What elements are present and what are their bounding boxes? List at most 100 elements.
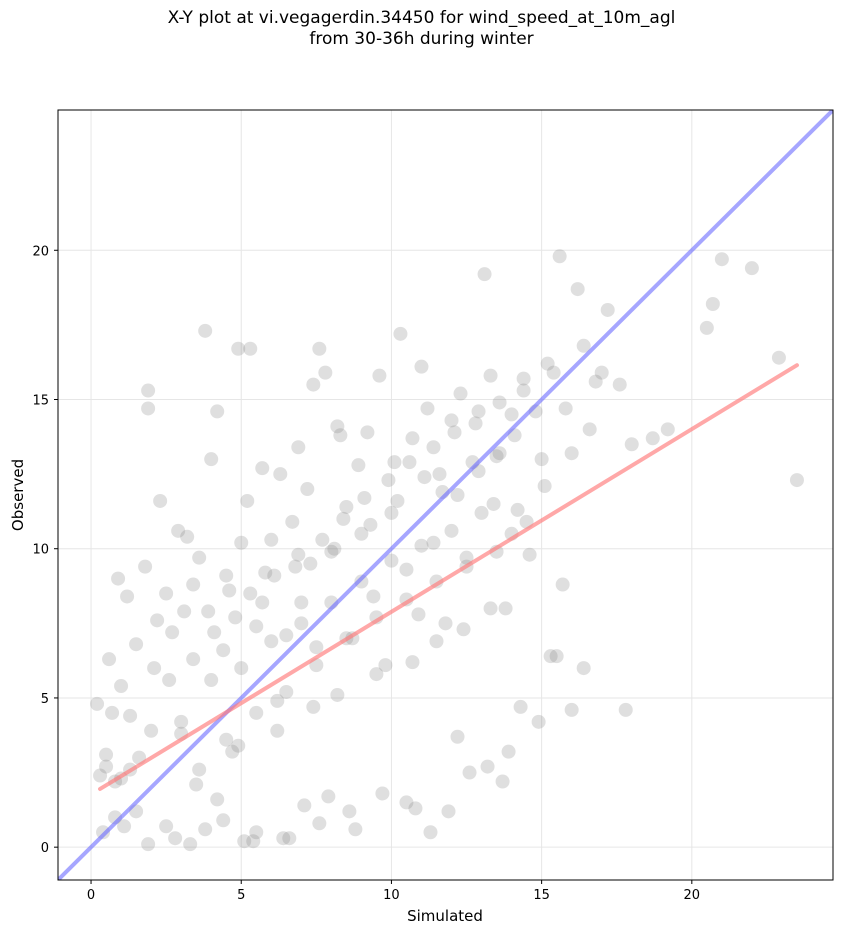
data-point [207,625,222,640]
data-point [378,658,393,673]
data-point [312,816,327,831]
data-point [279,628,294,643]
data-point [351,458,366,473]
data-point [189,777,204,792]
data-point [165,625,180,640]
x-tick-label: 0 [87,888,95,903]
data-point [471,404,486,419]
regression-fit-line [98,363,799,791]
data-point [324,544,339,559]
data-point [216,643,231,658]
data-point [231,738,246,753]
data-point [354,574,369,589]
data-point [216,813,231,828]
data-point [210,792,225,807]
data-point [240,493,255,508]
y-axis-label: Observed [9,459,27,531]
data-point [273,467,288,482]
data-point [504,407,519,422]
data-point [516,371,531,386]
data-point [300,482,315,497]
data-point [360,425,375,440]
data-point [447,425,462,440]
data-point [489,449,504,464]
data-point [339,499,354,514]
data-point [705,296,720,311]
data-point [303,556,318,571]
data-point [453,386,468,401]
chart-title-line-1: X-Y plot at vi.vegagerdin.34450 for wind… [167,8,676,28]
data-point [111,571,126,586]
data-point [432,467,447,482]
data-point [291,440,306,455]
identity-line [58,110,833,880]
data-point [228,610,243,625]
data-point [318,365,333,380]
data-point [600,302,615,317]
data-point [90,696,105,711]
data-point [495,774,510,789]
data-point [198,822,213,837]
data-point [537,479,552,494]
data-point [699,320,714,335]
data-point [159,819,174,834]
data-point [483,368,498,383]
data-point [204,452,219,467]
data-point [105,705,120,720]
data-point [225,744,240,759]
data-point [129,637,144,652]
data-point [483,601,498,616]
data-point [534,452,549,467]
data-point [522,547,537,562]
data-point [420,401,435,416]
data-point [612,377,627,392]
y-tick-label: 15 [32,393,49,408]
data-point [333,428,348,443]
data-point [645,431,660,446]
data-point [234,535,249,550]
y-tick-label: 0 [41,841,49,856]
data-point [330,687,345,702]
data-point [138,559,153,574]
data-point [243,341,258,356]
data-point [624,437,639,452]
data-point [555,577,570,592]
data-point [375,786,390,801]
data-point [114,679,129,694]
data-point [294,595,309,610]
data-point [147,661,162,676]
data-point [315,532,330,547]
data-point [552,249,567,264]
data-point [414,538,429,553]
x-tick-label: 15 [533,888,550,903]
data-point [309,640,324,655]
chart-title: X-Y plot at vi.vegagerdin.34450 for wind… [0,8,843,50]
data-point [417,470,432,485]
data-point [405,431,420,446]
data-point [558,401,573,416]
data-point [618,702,633,717]
data-point [426,440,441,455]
y-tick-label: 10 [32,543,49,558]
data-point [354,526,369,541]
data-point [201,604,216,619]
data-point [264,634,279,649]
data-point [186,577,201,592]
axis-ticks: 0 5 10 15 20 0 5 10 15 20 [32,244,700,903]
data-point [312,341,327,356]
data-point [255,461,270,476]
data-point [405,655,420,670]
data-point [117,819,132,834]
data-point [342,804,357,819]
x-tick-label: 20 [684,888,701,903]
data-point [564,702,579,717]
data-point [594,365,609,380]
data-point [402,455,417,470]
data-point [243,586,258,601]
data-point [282,831,297,846]
data-point [246,834,261,849]
data-point [99,759,114,774]
y-tick-label: 20 [32,244,49,259]
data-point [474,505,489,520]
data-point [234,661,249,676]
